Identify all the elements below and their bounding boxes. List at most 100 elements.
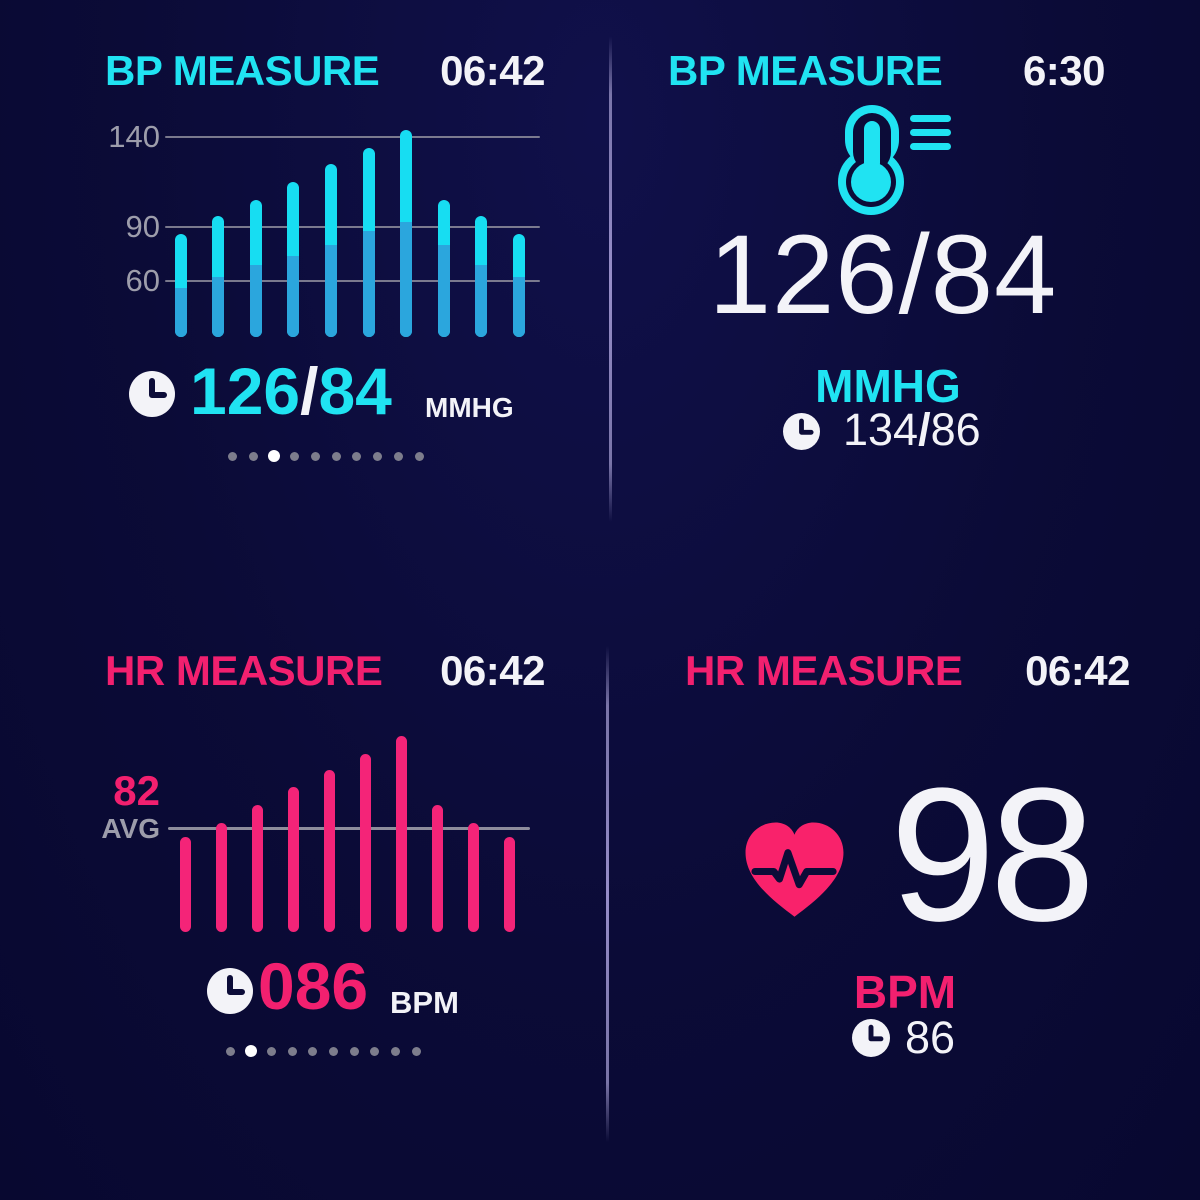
bp-monitor-icon	[838, 105, 951, 215]
page-dot[interactable]	[411, 1046, 421, 1056]
panel-bp-current[interactable]: BP MEASURE 6:30 126/84 MMHG 134/86	[600, 0, 1200, 600]
bp-bar-diastolic-segment	[437, 245, 450, 337]
page-dot[interactable]	[290, 451, 300, 461]
bp-bar	[475, 216, 488, 337]
bp-slash: /	[300, 354, 319, 428]
bp-bar-diastolic-segment	[212, 277, 225, 337]
bp-bar	[400, 129, 413, 337]
axis-tick-label: 90	[125, 209, 160, 244]
panel-hr-chart[interactable]: HR MEASURE 06:42 82 AVG 086 BPM	[0, 600, 600, 1200]
bp-reading: 126/84	[190, 358, 392, 424]
hr-average-line	[168, 827, 530, 830]
panel-divider	[606, 646, 609, 1142]
page-dot[interactable]	[311, 451, 320, 461]
clock-icon	[207, 968, 253, 1014]
bp-bar	[512, 234, 525, 337]
hr-unit-label: BPM	[390, 985, 459, 1020]
bp-diastolic: 84	[318, 354, 392, 428]
bp-bar	[324, 164, 337, 337]
bp-bar	[437, 200, 450, 337]
hr-current-unit: BPM	[853, 966, 957, 1018]
panel-header: BP MEASURE 6:30	[600, 50, 1200, 92]
page-dot[interactable]	[370, 1046, 380, 1056]
hr-bar	[288, 786, 300, 932]
panel-header: HR MEASURE 06:42	[600, 650, 1200, 692]
heart-pulse-icon	[745, 822, 844, 917]
page-dot[interactable]	[248, 451, 258, 461]
hr-bar	[324, 770, 336, 932]
bp-bar	[249, 200, 262, 337]
hr-bar	[432, 804, 444, 932]
hr-bar	[180, 837, 192, 932]
bp-bar-diastolic-segment	[400, 221, 413, 337]
gridline-60	[165, 280, 540, 282]
page-dot-active[interactable]	[268, 450, 281, 462]
bp-current-unit: MMHG	[815, 360, 961, 412]
panel-title: BP MEASURE	[105, 47, 380, 94]
bp-bar-diastolic-segment	[287, 255, 300, 337]
bp-bar-diastolic-segment	[475, 264, 488, 337]
bp-last-reading: 134/86	[843, 407, 981, 452]
bp-bar-diastolic-segment	[512, 277, 525, 337]
axis-tick-label: 140	[108, 119, 160, 154]
bp-bar-diastolic-segment	[174, 288, 187, 337]
page-dot-active[interactable]	[244, 1045, 257, 1057]
page-dot[interactable]	[287, 1046, 297, 1056]
clock-icon	[129, 371, 175, 417]
page-dot[interactable]	[266, 1046, 276, 1056]
page-dot[interactable]	[391, 1046, 401, 1056]
hr-bar	[216, 822, 228, 932]
page-dot[interactable]	[331, 451, 341, 461]
panel-time: 06:42	[440, 647, 545, 694]
bp-last-systolic: 134	[843, 404, 919, 455]
bp-bar-chart: 140 90 60	[0, 0, 600, 600]
bp-current-value: 126/84	[708, 212, 1058, 337]
hr-avg-value: 82	[113, 767, 160, 814]
hr-bar-chart	[0, 600, 600, 1200]
page-dot[interactable]	[373, 451, 383, 461]
bp-unit-label: MMHG	[425, 392, 514, 423]
clock-icon	[783, 413, 820, 450]
bp-bar-diastolic-segment	[362, 230, 375, 337]
bp-bar	[362, 147, 375, 337]
panel-time: 06:42	[440, 47, 545, 94]
bp-bar	[174, 234, 187, 337]
panel-hr-current[interactable]: HR MEASURE 06:42 98 BPM 86	[600, 600, 1200, 1200]
page-dot[interactable]	[329, 1046, 338, 1056]
hr-last-reading: 86	[905, 1012, 956, 1063]
bp-bar-diastolic-segment	[324, 245, 337, 337]
bp-systolic: 126	[190, 354, 301, 428]
bp-bar	[287, 182, 300, 337]
page-dot[interactable]	[308, 1046, 318, 1056]
panel-time: 6:30	[1022, 47, 1106, 94]
hr-current-value: 98	[890, 749, 1095, 961]
panel-title: HR MEASURE	[105, 647, 383, 694]
bp-bar	[212, 216, 225, 337]
panel-divider	[609, 36, 612, 522]
panel-header: HR MEASURE 06:42	[0, 650, 600, 692]
hr-avg-label: AVG	[101, 813, 160, 844]
page-dot[interactable]	[414, 451, 424, 461]
axis-tick-label: 60	[125, 263, 160, 298]
page-dot[interactable]	[225, 1046, 235, 1056]
bp-last-slash: /	[918, 404, 931, 455]
panel-bp-chart[interactable]: BP MEASURE 06:42 140 90 60 126/84 MMHG	[0, 0, 600, 600]
page-dot[interactable]	[349, 1046, 359, 1056]
clock-icon	[852, 1019, 890, 1057]
gridline-90	[165, 226, 540, 228]
hr-bar	[360, 754, 372, 932]
panel-title: BP MEASURE	[668, 47, 943, 94]
page-dot[interactable]	[352, 451, 362, 461]
page-dot[interactable]	[228, 451, 238, 461]
panel-time: 06:42	[1025, 647, 1130, 694]
hr-reading: 086	[258, 949, 369, 1023]
bp-last-diastolic: 86	[930, 404, 981, 455]
bp-bar-diastolic-segment	[249, 264, 262, 337]
panel-title: HR MEASURE	[685, 647, 963, 694]
page-dot[interactable]	[393, 451, 403, 461]
hr-bar	[396, 736, 408, 932]
panel-header: BP MEASURE 06:42	[0, 50, 600, 92]
hr-bar	[468, 822, 480, 932]
hr-bar	[252, 804, 264, 932]
